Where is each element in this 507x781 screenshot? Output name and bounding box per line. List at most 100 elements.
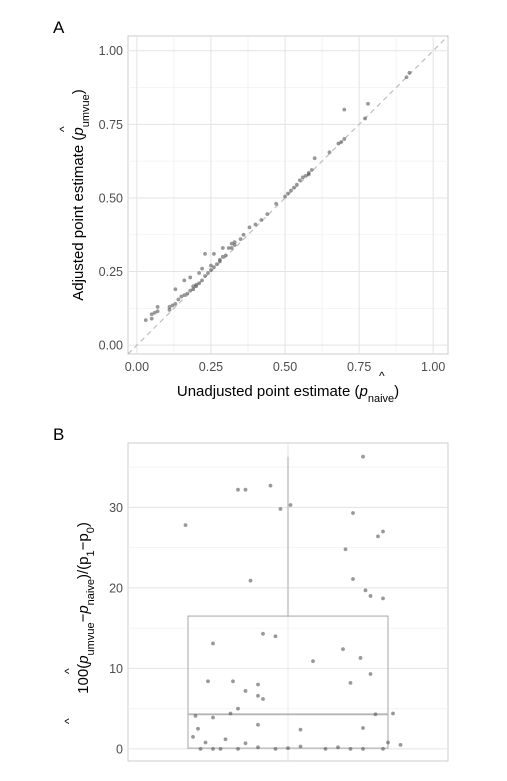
data-point — [229, 246, 234, 250]
data-point — [391, 711, 395, 716]
data-point — [348, 747, 353, 751]
data-point — [203, 251, 207, 256]
data-point — [226, 246, 231, 250]
y-tick-label: 0.25 — [99, 265, 123, 279]
data-point — [241, 232, 246, 237]
data-point — [248, 578, 253, 583]
data-point — [376, 534, 380, 539]
data-point — [348, 681, 353, 685]
x-axis-title-subscript: naive — [368, 393, 394, 405]
data-point — [236, 706, 240, 711]
panel-a-label: A — [53, 18, 65, 37]
data-point — [274, 201, 279, 206]
data-point — [170, 303, 175, 308]
y-axis-title-divide: )/(p — [75, 557, 92, 580]
data-point — [336, 745, 340, 750]
y-axis-title-hat: ^ — [62, 718, 76, 724]
data-point — [273, 747, 278, 751]
data-point — [229, 241, 234, 246]
y-tick-label: 20 — [109, 581, 123, 595]
x-axis-title-hat: ^ — [379, 369, 385, 383]
data-point — [191, 287, 196, 292]
data-point — [373, 712, 378, 717]
data-point — [253, 222, 258, 227]
data-point — [203, 740, 208, 745]
data-point — [176, 297, 181, 302]
data-point — [303, 173, 308, 178]
y-axis-title-close: ) — [70, 89, 87, 94]
data-point — [218, 747, 223, 751]
y-axis-title-subscript: umvue — [80, 94, 92, 127]
data-point — [206, 679, 210, 684]
x-axis-title-close: ) — [394, 383, 399, 400]
data-point — [381, 596, 385, 601]
data-point — [197, 281, 202, 286]
data-point — [143, 318, 148, 323]
y-tick-label: 0 — [116, 742, 123, 756]
y-axis-title-minus: −p — [75, 533, 92, 550]
data-point — [323, 747, 328, 751]
data-point — [243, 487, 248, 492]
data-point — [182, 293, 187, 298]
y-axis-title-subscript: umvue — [85, 622, 97, 655]
data-point — [243, 741, 248, 746]
data-point — [198, 747, 203, 751]
data-point — [155, 304, 160, 309]
y-axis-title-hat: ^ — [57, 126, 71, 132]
y-tick-label: 0.50 — [99, 191, 123, 205]
data-point — [188, 288, 193, 293]
data-point — [398, 742, 403, 747]
data-point — [265, 212, 270, 217]
y-axis-title: 100(pumvue−pnaive)/(p1−p0) — [75, 522, 97, 694]
data-point — [200, 278, 204, 283]
data-point — [286, 191, 290, 196]
data-point — [342, 107, 347, 112]
data-point — [185, 291, 190, 296]
data-point — [256, 722, 260, 727]
data-point — [286, 746, 290, 751]
y-axis-title-text: Adjusted point estimate ( — [70, 136, 87, 301]
data-point — [363, 116, 367, 121]
data-point — [361, 454, 365, 459]
x-axis-title: Unadjusted point estimate (pnaive) — [177, 383, 399, 405]
data-point — [197, 271, 202, 275]
data-point — [339, 140, 344, 144]
data-point — [294, 182, 299, 187]
data-point — [256, 682, 260, 687]
data-point — [298, 727, 303, 732]
data-point — [289, 188, 293, 193]
y-axis-title-close: ) — [75, 522, 92, 527]
data-point — [191, 284, 196, 289]
y-axis-title-group: Adjusted point estimate (pumvue)^ — [57, 89, 92, 300]
data-point — [167, 304, 172, 309]
data-point — [259, 218, 264, 222]
data-point — [309, 168, 314, 172]
data-point — [368, 594, 373, 598]
x-tick-label: 0.75 — [347, 360, 371, 374]
data-point — [212, 265, 216, 270]
y-axis-title-group: 100(pumvue−pnaive)/(p1−p0)^^ — [62, 522, 97, 724]
data-point — [261, 697, 265, 701]
data-point — [368, 672, 373, 676]
x-axis-title-text: Unadjusted point estimate ( — [177, 383, 360, 400]
data-point — [261, 631, 265, 636]
data-point — [404, 75, 409, 80]
data-point — [191, 734, 195, 739]
y-axis-title-subscript: 0 — [85, 527, 97, 533]
data-point — [149, 312, 154, 317]
data-point — [298, 744, 303, 749]
data-point — [173, 287, 178, 292]
data-point — [214, 262, 219, 267]
panel-b-label: B — [53, 425, 64, 444]
data-point — [231, 679, 235, 684]
data-point — [211, 715, 215, 720]
data-point — [232, 240, 237, 245]
data-point — [173, 302, 178, 306]
x-tick-label: 0.50 — [273, 360, 297, 374]
data-point — [212, 251, 216, 256]
data-point — [217, 257, 222, 262]
data-point — [343, 547, 348, 552]
y-axis-title-symbol: p — [75, 655, 92, 664]
